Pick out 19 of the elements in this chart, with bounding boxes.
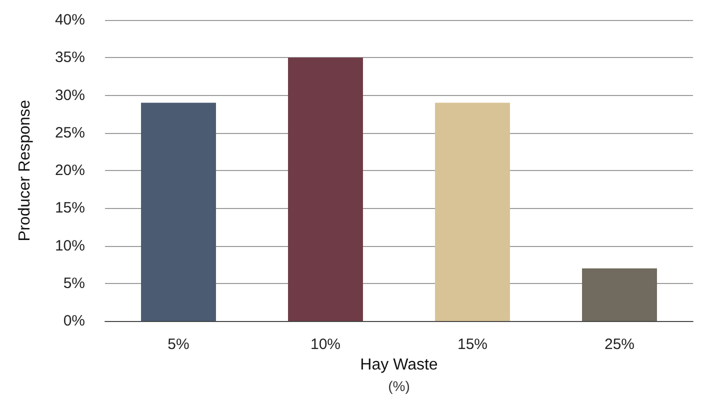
x-tick-label: 10% <box>310 336 341 353</box>
bar <box>582 268 657 321</box>
y-tick-label: 10% <box>54 237 85 254</box>
y-tick-label: 0% <box>63 312 85 330</box>
y-tick-label: 20% <box>54 162 85 179</box>
y-tick-label: 35% <box>54 49 85 66</box>
x-tick-label: 15% <box>457 336 488 353</box>
y-tick-label: 15% <box>54 200 85 217</box>
x-axis-title: Hay Waste (%) <box>360 356 438 394</box>
bar <box>288 58 363 321</box>
x-tick-label: 5% <box>168 336 190 353</box>
y-tick-label: 40% <box>54 12 85 28</box>
y-axis-title: Producer Response <box>16 100 34 242</box>
y-tick-label: 25% <box>54 124 85 142</box>
bar <box>141 102 216 321</box>
x-tick-label: 25% <box>604 336 635 353</box>
y-tick-label: 30% <box>54 86 85 104</box>
bar <box>435 102 510 321</box>
y-tick-label: 5% <box>63 274 85 292</box>
